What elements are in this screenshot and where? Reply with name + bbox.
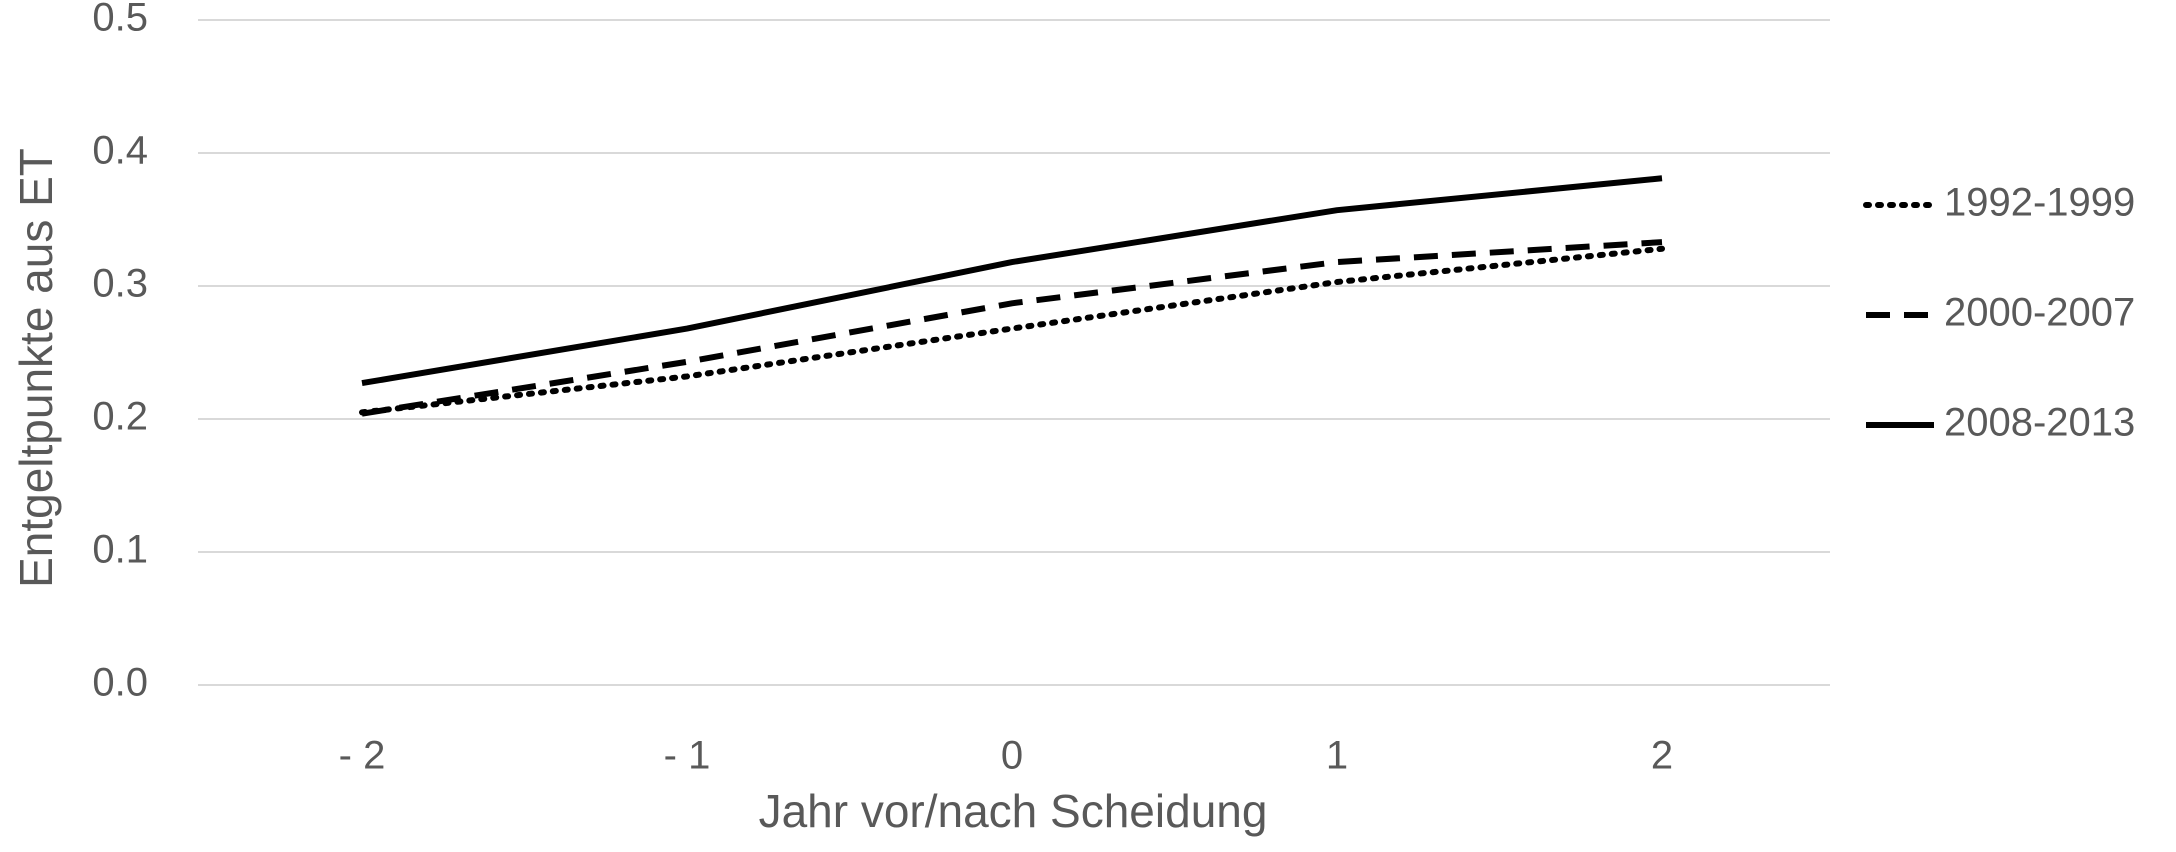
x-axis-ticks: - 2 - 1 0 1 2 (339, 734, 1673, 778)
legend: 1992-1999 2000-2007 2008-2013 (1863, 181, 2135, 445)
series-lines (359, 175, 1665, 417)
x-axis-title: Jahr vor/nach Scheidung (759, 785, 1268, 837)
y-tick-label: 0.4 (92, 129, 148, 173)
series-line-2008-2013 (361, 175, 1663, 387)
gridlines (198, 19, 1830, 686)
legend-label: 2008-2013 (1944, 401, 2135, 445)
y-tick-label: 0.3 (92, 262, 148, 306)
series-line-2000-2007 (361, 239, 1663, 417)
legend-label: 1992-1999 (1944, 181, 2135, 225)
y-tick-label: 0.2 (92, 395, 148, 439)
x-tick-label: 0 (1001, 734, 1023, 778)
y-tick-label: 0.0 (92, 661, 148, 705)
x-tick-label: - 2 (339, 734, 386, 778)
x-tick-label: 2 (1651, 734, 1673, 778)
legend-label: 2000-2007 (1944, 291, 2135, 335)
y-axis-ticks: 0.0 0.1 0.2 0.3 0.4 0.5 (92, 0, 148, 705)
y-tick-label: 0.1 (92, 528, 148, 572)
x-tick-label: - 1 (664, 734, 711, 778)
series-line-1992-1999 (359, 245, 1665, 416)
y-axis-title: Entgeltpunkte aus ET (10, 148, 62, 588)
x-tick-label: 1 (1326, 734, 1348, 778)
y-tick-label: 0.5 (92, 0, 148, 40)
